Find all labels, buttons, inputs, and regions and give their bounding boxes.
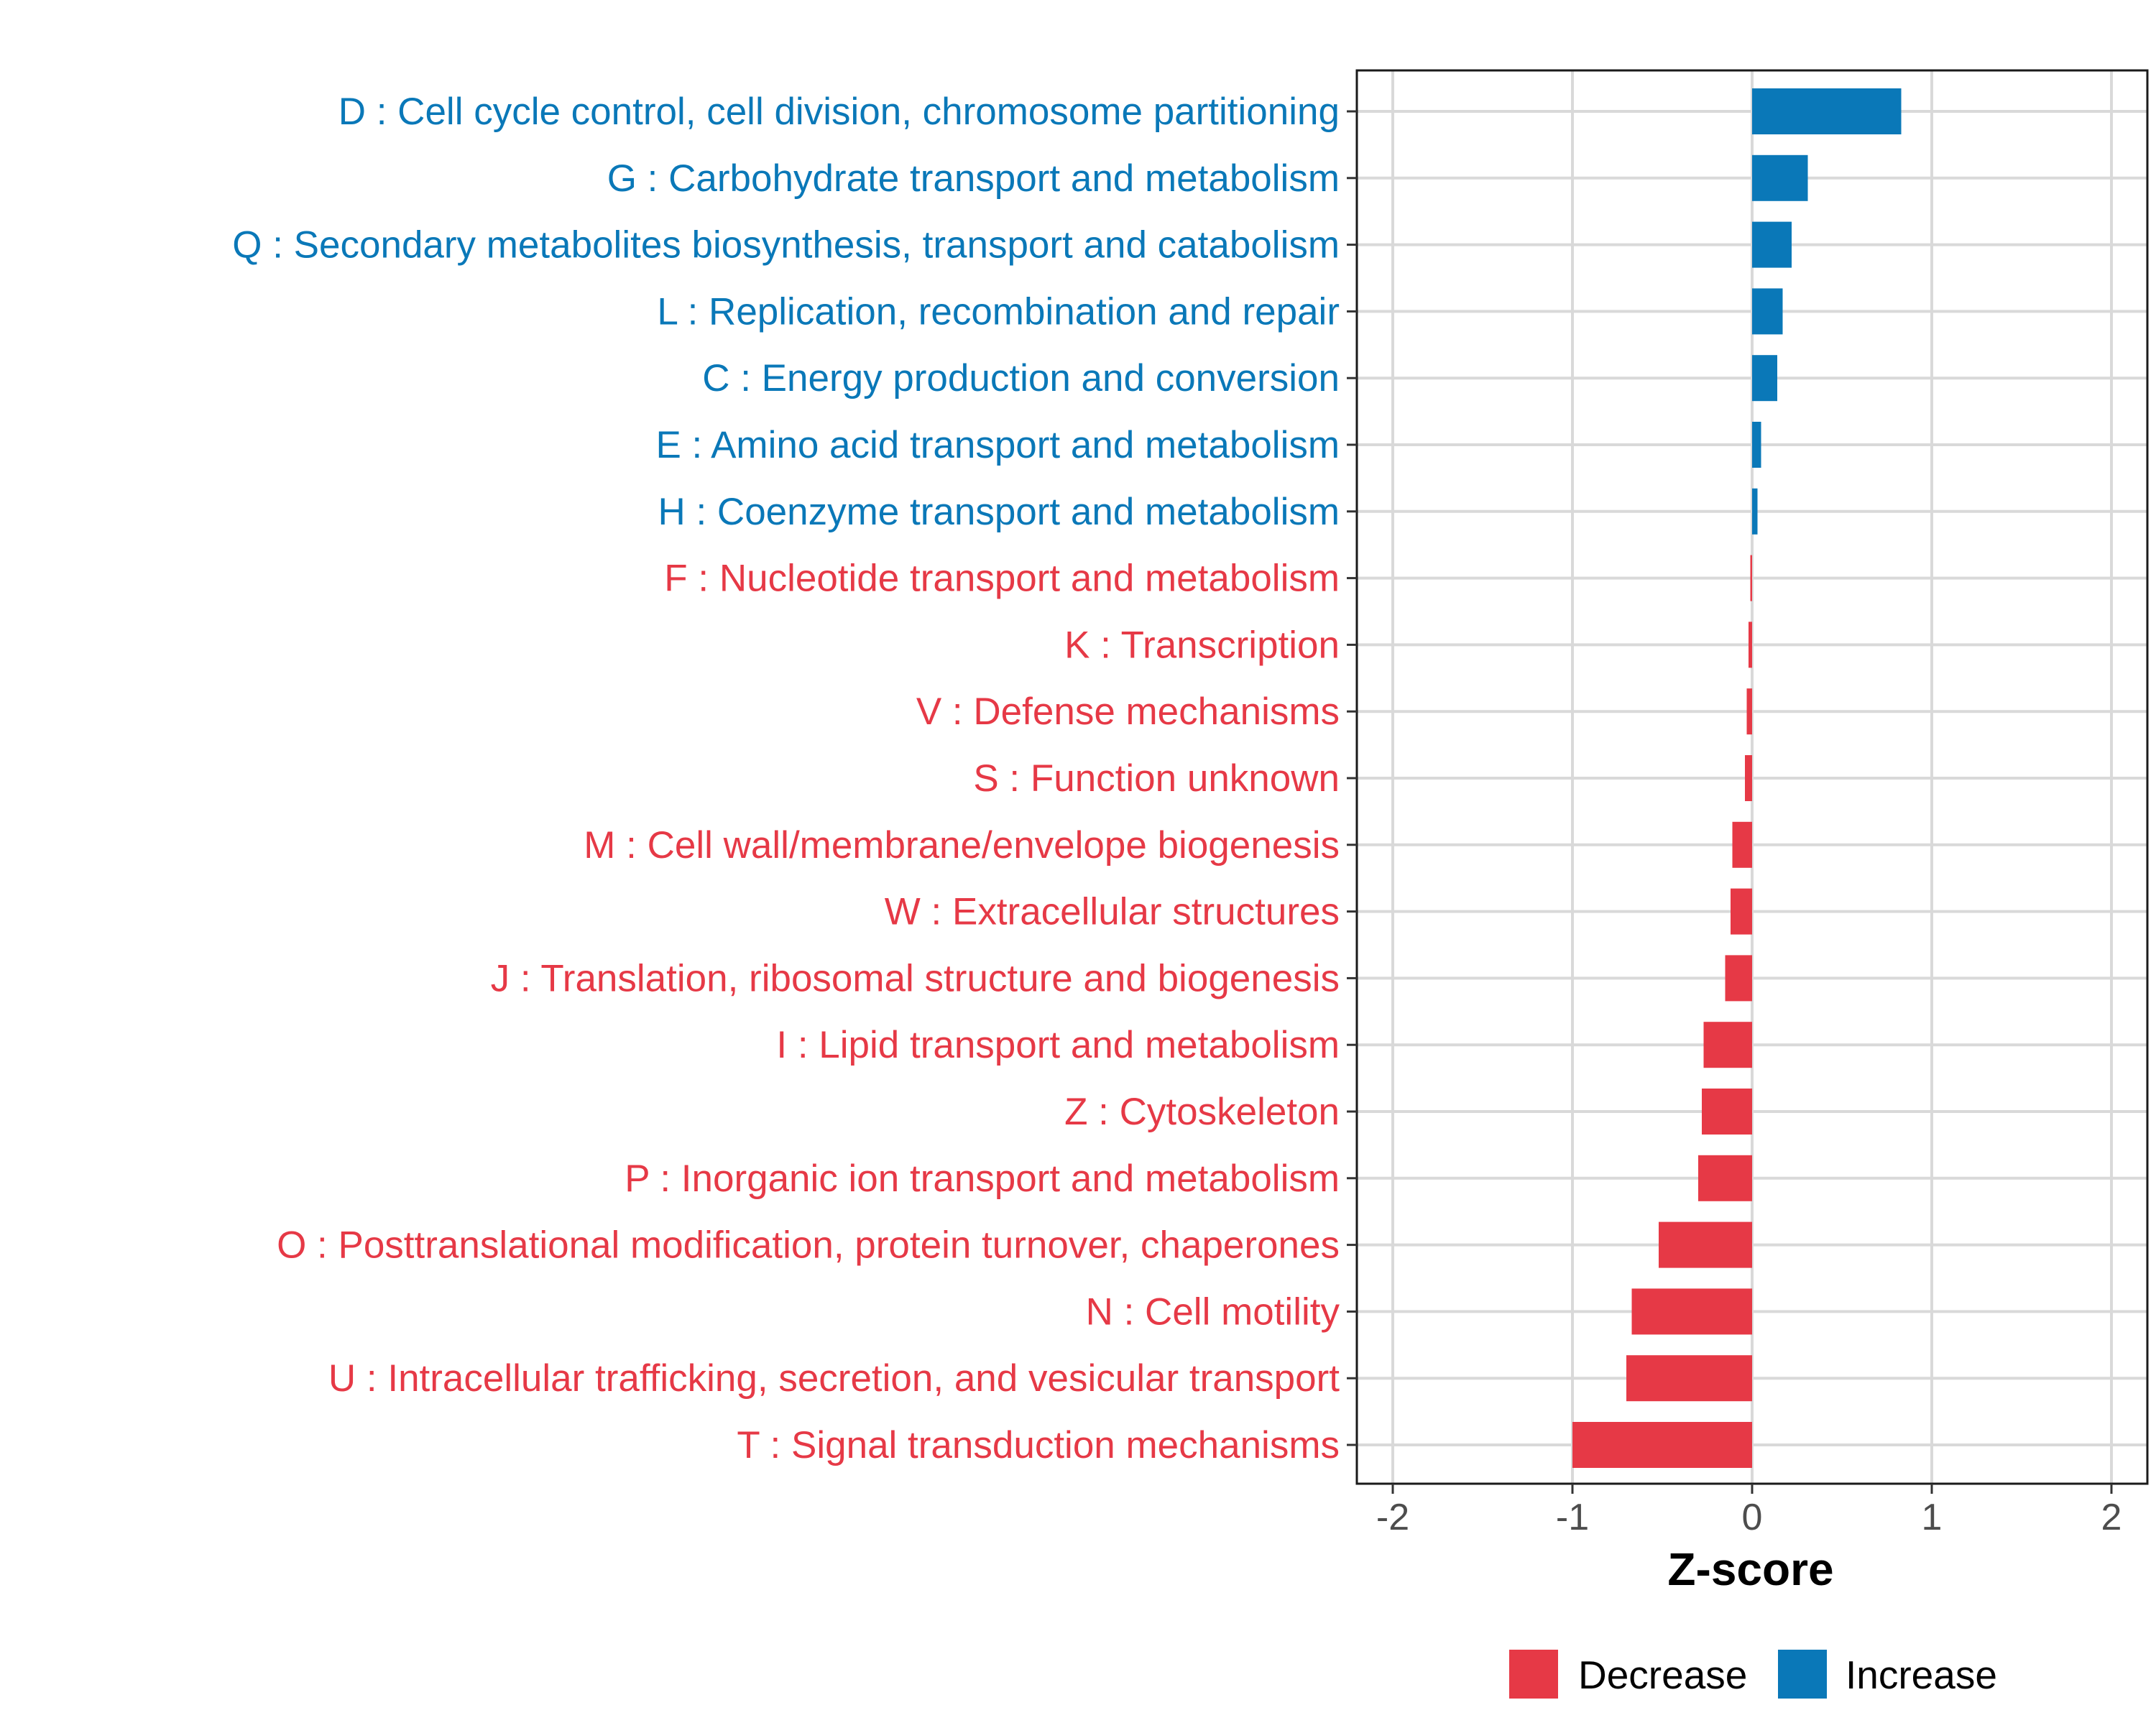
bar xyxy=(1752,422,1761,468)
x-tick-label: -2 xyxy=(1376,1497,1409,1538)
bar xyxy=(1732,821,1752,868)
y-tick-label: M : Cell wall/membrane/envelope biogenes… xyxy=(584,824,1340,867)
y-tick-label: N : Cell motility xyxy=(1086,1290,1340,1333)
y-tick-label: Q : Secondary metabolites biosynthesis, … xyxy=(232,224,1340,267)
bar xyxy=(1752,88,1902,134)
y-tick-label: J : Translation, ribosomal structure and… xyxy=(491,957,1340,999)
x-axis: -2 -1 0 1 2 xyxy=(1376,1484,2122,1538)
bar xyxy=(1702,1089,1752,1135)
legend-key-increase xyxy=(1778,1650,1827,1699)
y-tick-label: F : Nucleotide transport and metabolism xyxy=(664,558,1340,600)
y-axis: D : Cell cycle control, cell division, c… xyxy=(232,91,1357,1466)
bar xyxy=(1749,622,1752,668)
y-tick-label: G : Carbohydrate transport and metabolis… xyxy=(607,157,1340,200)
bar xyxy=(1731,888,1752,935)
bar xyxy=(1659,1221,1752,1268)
y-tick-label: U : Intracellular trafficking, secretion… xyxy=(328,1357,1340,1400)
y-tick-label: T : Signal transduction mechanisms xyxy=(737,1424,1340,1466)
x-tick-label: -1 xyxy=(1556,1497,1589,1538)
y-tick-label: C : Energy production and conversion xyxy=(702,357,1340,399)
bar xyxy=(1703,1022,1752,1068)
bar xyxy=(1752,288,1783,335)
y-tick-label: E : Amino acid transport and metabolism xyxy=(655,424,1340,466)
y-tick-label: H : Coenzyme transport and metabolism xyxy=(658,491,1340,533)
legend-label-decrease: Decrease xyxy=(1578,1653,1747,1697)
bar xyxy=(1745,755,1752,801)
legend: Decrease Increase xyxy=(1509,1650,1997,1699)
y-tick-label: K : Transcription xyxy=(1064,624,1340,666)
legend-label-increase: Increase xyxy=(1846,1653,1997,1697)
bar xyxy=(1752,221,1792,268)
x-axis-title: Z-score xyxy=(1667,1543,1833,1595)
bar xyxy=(1750,555,1752,601)
bar xyxy=(1752,154,1808,201)
y-tick-label: I : Lipid transport and metabolism xyxy=(776,1024,1340,1066)
y-tick-label: L : Replication, recombination and repai… xyxy=(657,290,1340,333)
bar xyxy=(1572,1422,1752,1468)
bar xyxy=(1746,688,1752,735)
y-tick-label: V : Defense mechanisms xyxy=(916,690,1340,733)
bar xyxy=(1725,955,1752,1002)
y-tick-label: D : Cell cycle control, cell division, c… xyxy=(338,91,1340,133)
bar-layer xyxy=(1572,88,1902,1468)
x-tick-label: 2 xyxy=(2101,1497,2122,1538)
y-tick-label: Z : Cytoskeleton xyxy=(1064,1091,1340,1133)
bar xyxy=(1752,488,1758,535)
y-tick-label: S : Function unknown xyxy=(973,757,1340,800)
y-tick-label: O : Posttranslational modification, prot… xyxy=(277,1224,1340,1267)
bar xyxy=(1631,1288,1752,1335)
y-tick-label: P : Inorganic ion transport and metaboli… xyxy=(625,1158,1340,1200)
bar xyxy=(1626,1355,1752,1402)
legend-key-decrease xyxy=(1509,1650,1558,1699)
x-tick-label: 1 xyxy=(1922,1497,1943,1538)
bar xyxy=(1752,355,1777,402)
y-tick-label: W : Extracellular structures xyxy=(885,891,1340,933)
x-tick-label: 0 xyxy=(1742,1497,1763,1538)
bar xyxy=(1698,1155,1752,1201)
